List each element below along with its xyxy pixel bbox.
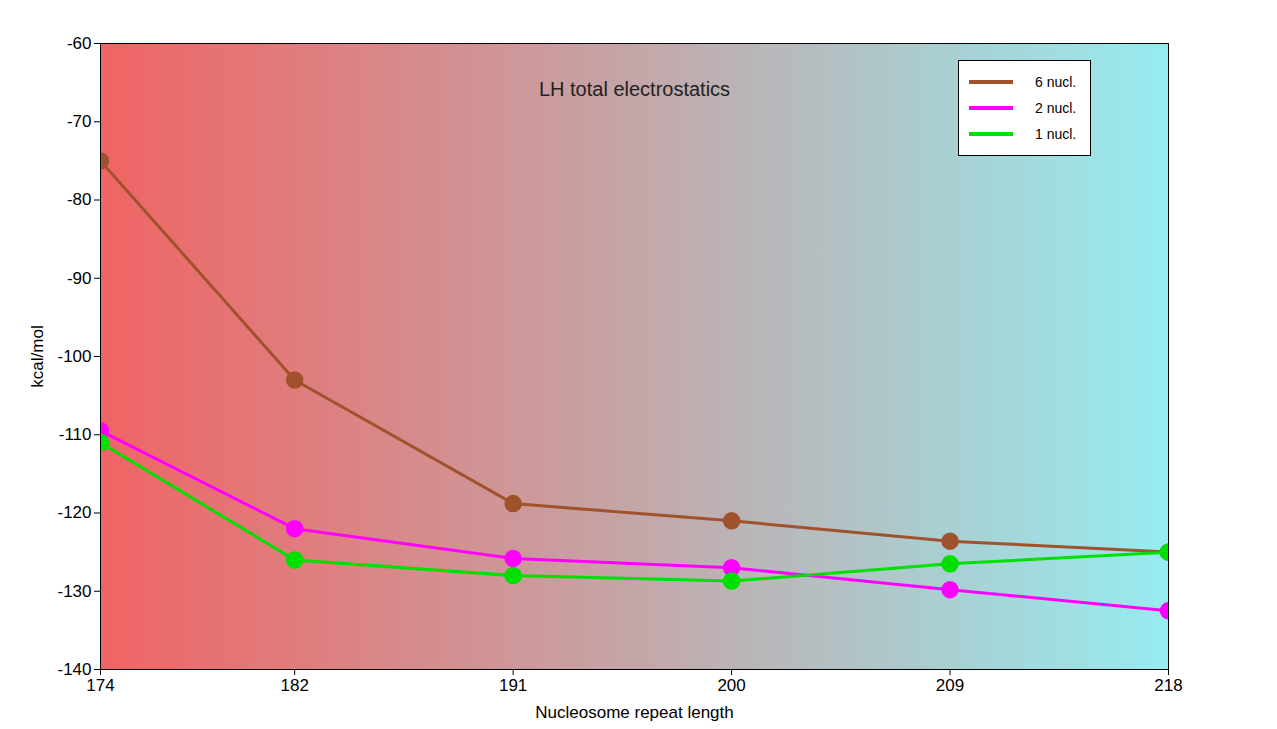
svg-text:-100: -100 [57, 347, 91, 366]
html-text:1 nucl.: 1 nucl. [1035, 126, 1077, 142]
svg-text:-80: -80 [67, 190, 92, 209]
svg-text:-90: -90 [67, 269, 92, 288]
svg-text:218: 218 [1154, 676, 1182, 695]
svg-text:-120: -120 [57, 503, 91, 522]
svg-text:-130: -130 [57, 582, 91, 601]
svg-text:174: 174 [86, 676, 114, 695]
svg-text:Nucleosome repeat length: Nucleosome repeat length [535, 703, 733, 722]
svg-text:209: 209 [936, 676, 964, 695]
svg-text:-110: -110 [59, 425, 92, 444]
svg-text:200: 200 [717, 676, 745, 695]
svg-text:-70: -70 [67, 112, 92, 131]
svg-text:-140: -140 [57, 659, 92, 679]
html-text:6 nucl.: 6 nucl. [1035, 74, 1077, 90]
html-text:2 nucl.: 2 nucl. [1035, 100, 1077, 116]
svg-text:182: 182 [280, 676, 308, 695]
svg-text:LH total electrostatics: LH total electrostatics [539, 78, 730, 100]
svg-text:-60: -60 [67, 34, 92, 53]
svg-text:191: 191 [499, 676, 527, 695]
svg-text:kcal/mol: kcal/mol [28, 325, 47, 387]
